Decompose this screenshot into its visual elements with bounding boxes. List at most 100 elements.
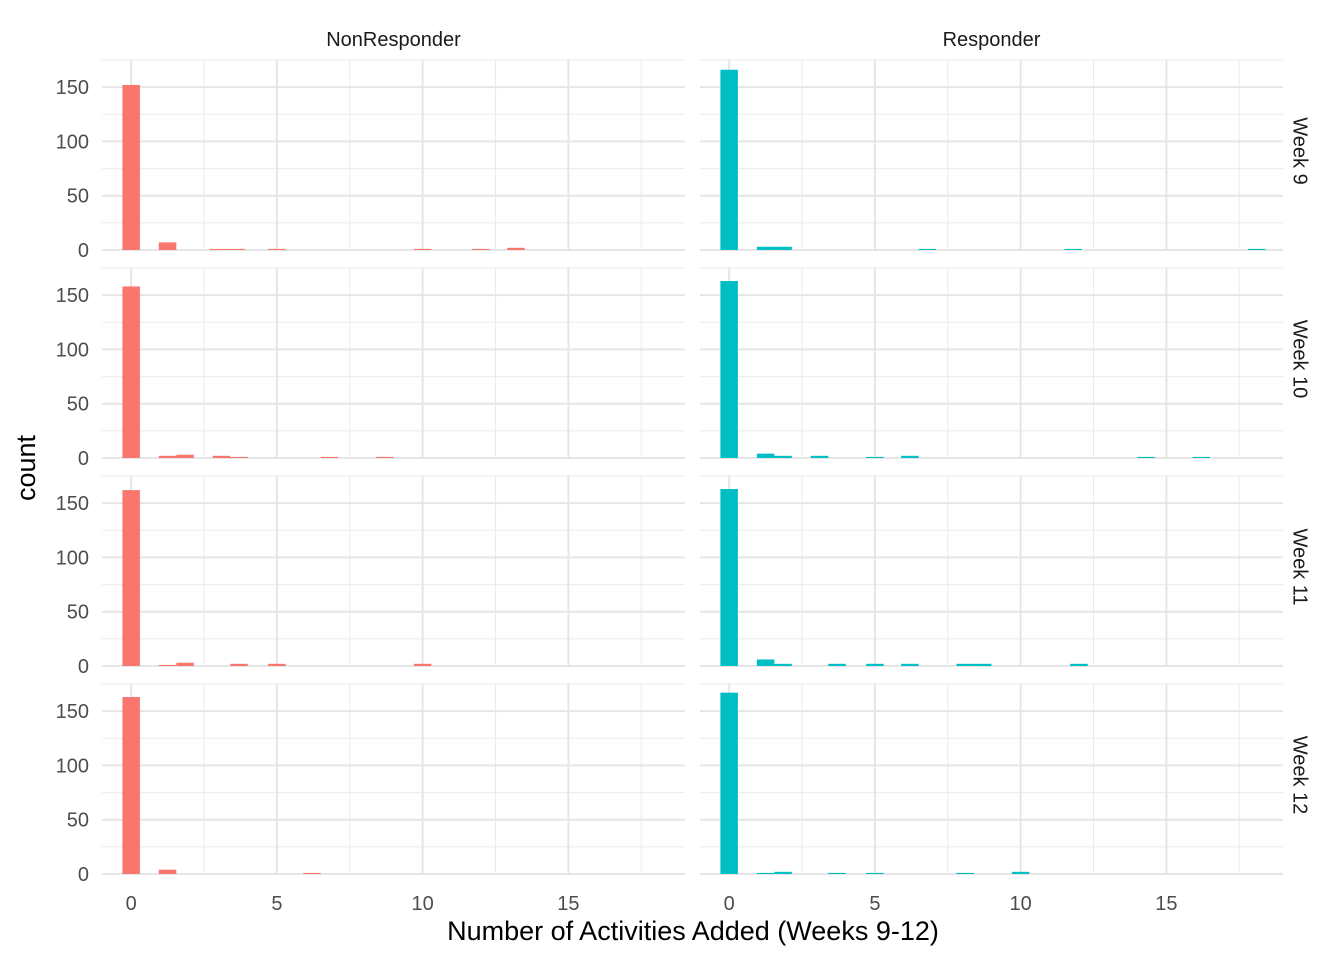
histogram-bar (774, 455, 792, 458)
panel-bars (122, 286, 394, 458)
histogram-bar (756, 246, 775, 250)
histogram-bar (774, 246, 792, 250)
histogram-bar (268, 248, 286, 250)
histogram-bar (1248, 248, 1266, 250)
histogram-bar (956, 663, 975, 666)
histogram-bar (901, 455, 919, 458)
panel-bars (720, 489, 1088, 666)
histogram-bar (756, 453, 775, 458)
histogram-bar (176, 662, 194, 666)
histogram-bar (918, 248, 937, 250)
histogram-bar (176, 454, 194, 458)
y-tick-label: 150 (56, 493, 89, 515)
x-axis: 0 5 10 15 0 5 10 15 (126, 893, 1178, 915)
histogram-bar (956, 872, 975, 874)
column-strip-label: NonResponder (326, 29, 461, 51)
histogram-bar (756, 659, 775, 666)
panel-bars (720, 69, 1266, 251)
histogram-bar (756, 872, 775, 874)
histogram-bar (828, 663, 846, 666)
histogram-bar (268, 663, 286, 666)
histogram-bar (720, 69, 738, 251)
histogram-bar (720, 692, 738, 874)
histogram-bar (413, 248, 432, 250)
panel-bars (720, 281, 1211, 458)
column-strip-label: Responder (943, 29, 1041, 51)
row-strip-label: Week 11 (1289, 528, 1311, 605)
y-tick-label: 100 (56, 755, 89, 777)
panel-bars (720, 692, 1030, 874)
y-tick-label: 100 (56, 131, 89, 153)
x-tick-label: 15 (1155, 893, 1177, 915)
x-tick-label: 15 (557, 893, 579, 915)
x-axis-title: Number of Activities Added (Weeks 9-12) (447, 916, 939, 946)
histogram-bar (720, 281, 738, 458)
histogram-bar (866, 663, 884, 666)
y-tick-label: 0 (78, 864, 89, 886)
histogram-bar (122, 490, 140, 666)
histogram-bar (230, 456, 248, 458)
histogram-bar (413, 663, 432, 666)
histogram-bar (230, 663, 248, 666)
panel-grid (102, 59, 685, 251)
histogram-bar (303, 872, 321, 874)
histogram-bar (866, 456, 884, 458)
y-tick-label: 150 (56, 77, 89, 99)
histogram-bar (122, 697, 140, 874)
x-tick-label: 5 (869, 893, 880, 915)
histogram-bar (158, 242, 177, 250)
histogram-bar (1064, 248, 1082, 250)
y-axis: 0 50 100 150 0 50 100 150 0 50 100 150 0 50 100 150 (56, 77, 89, 886)
panel-grid (102, 267, 685, 459)
panel-grid (102, 683, 685, 875)
histogram-bar (828, 872, 846, 874)
y-tick-label: 50 (67, 602, 89, 624)
y-tick-label: 150 (56, 285, 89, 307)
histogram-bar (774, 871, 792, 874)
histogram-bar (1192, 456, 1211, 458)
histogram-bar (158, 869, 177, 874)
histogram-bar (974, 663, 992, 666)
y-tick-label: 0 (78, 656, 89, 678)
panel-grid (700, 683, 1283, 875)
panel-bars (122, 697, 321, 874)
histogram-bar (810, 455, 829, 458)
panel-bars (122, 84, 525, 250)
histogram-bar (320, 456, 339, 458)
histogram-bar (1070, 663, 1088, 666)
histogram-bar (227, 248, 245, 250)
panel-grid (102, 475, 685, 667)
histogram-bar (720, 489, 738, 666)
row-strip-label: Week 12 (1289, 736, 1311, 815)
x-tick-label: 10 (412, 893, 434, 915)
y-tick-label: 0 (78, 448, 89, 470)
histogram-bar (122, 286, 140, 458)
panel-grid (700, 267, 1283, 459)
row-strip-label: Week 10 (1289, 320, 1311, 399)
histogram-bar (1011, 871, 1030, 874)
histogram-bar (158, 455, 177, 458)
histogram-bar (376, 456, 394, 458)
y-tick-label: 100 (56, 339, 89, 361)
histogram-bar (212, 455, 231, 458)
histogram-bar (1137, 456, 1155, 458)
y-tick-label: 150 (56, 701, 89, 723)
histogram-bar (472, 248, 490, 250)
panels (102, 59, 1283, 875)
histogram-bar (866, 872, 884, 874)
y-tick-label: 0 (78, 240, 89, 262)
y-axis-title: count (11, 434, 41, 501)
y-tick-label: 100 (56, 547, 89, 569)
histogram-bar (209, 248, 228, 250)
panel-grid (700, 475, 1283, 667)
histogram-bar (901, 663, 919, 666)
y-tick-label: 50 (67, 394, 89, 416)
x-tick-label: 5 (271, 893, 282, 915)
histogram-bar (507, 247, 525, 250)
panel-bars (122, 490, 432, 666)
row-strip-label: Week 9 (1289, 117, 1311, 184)
histogram-bar (122, 84, 140, 250)
facet-strips: NonResponder Responder Week 9 Week 10 Week 1… (326, 29, 1310, 814)
x-tick-label: 0 (126, 893, 137, 915)
